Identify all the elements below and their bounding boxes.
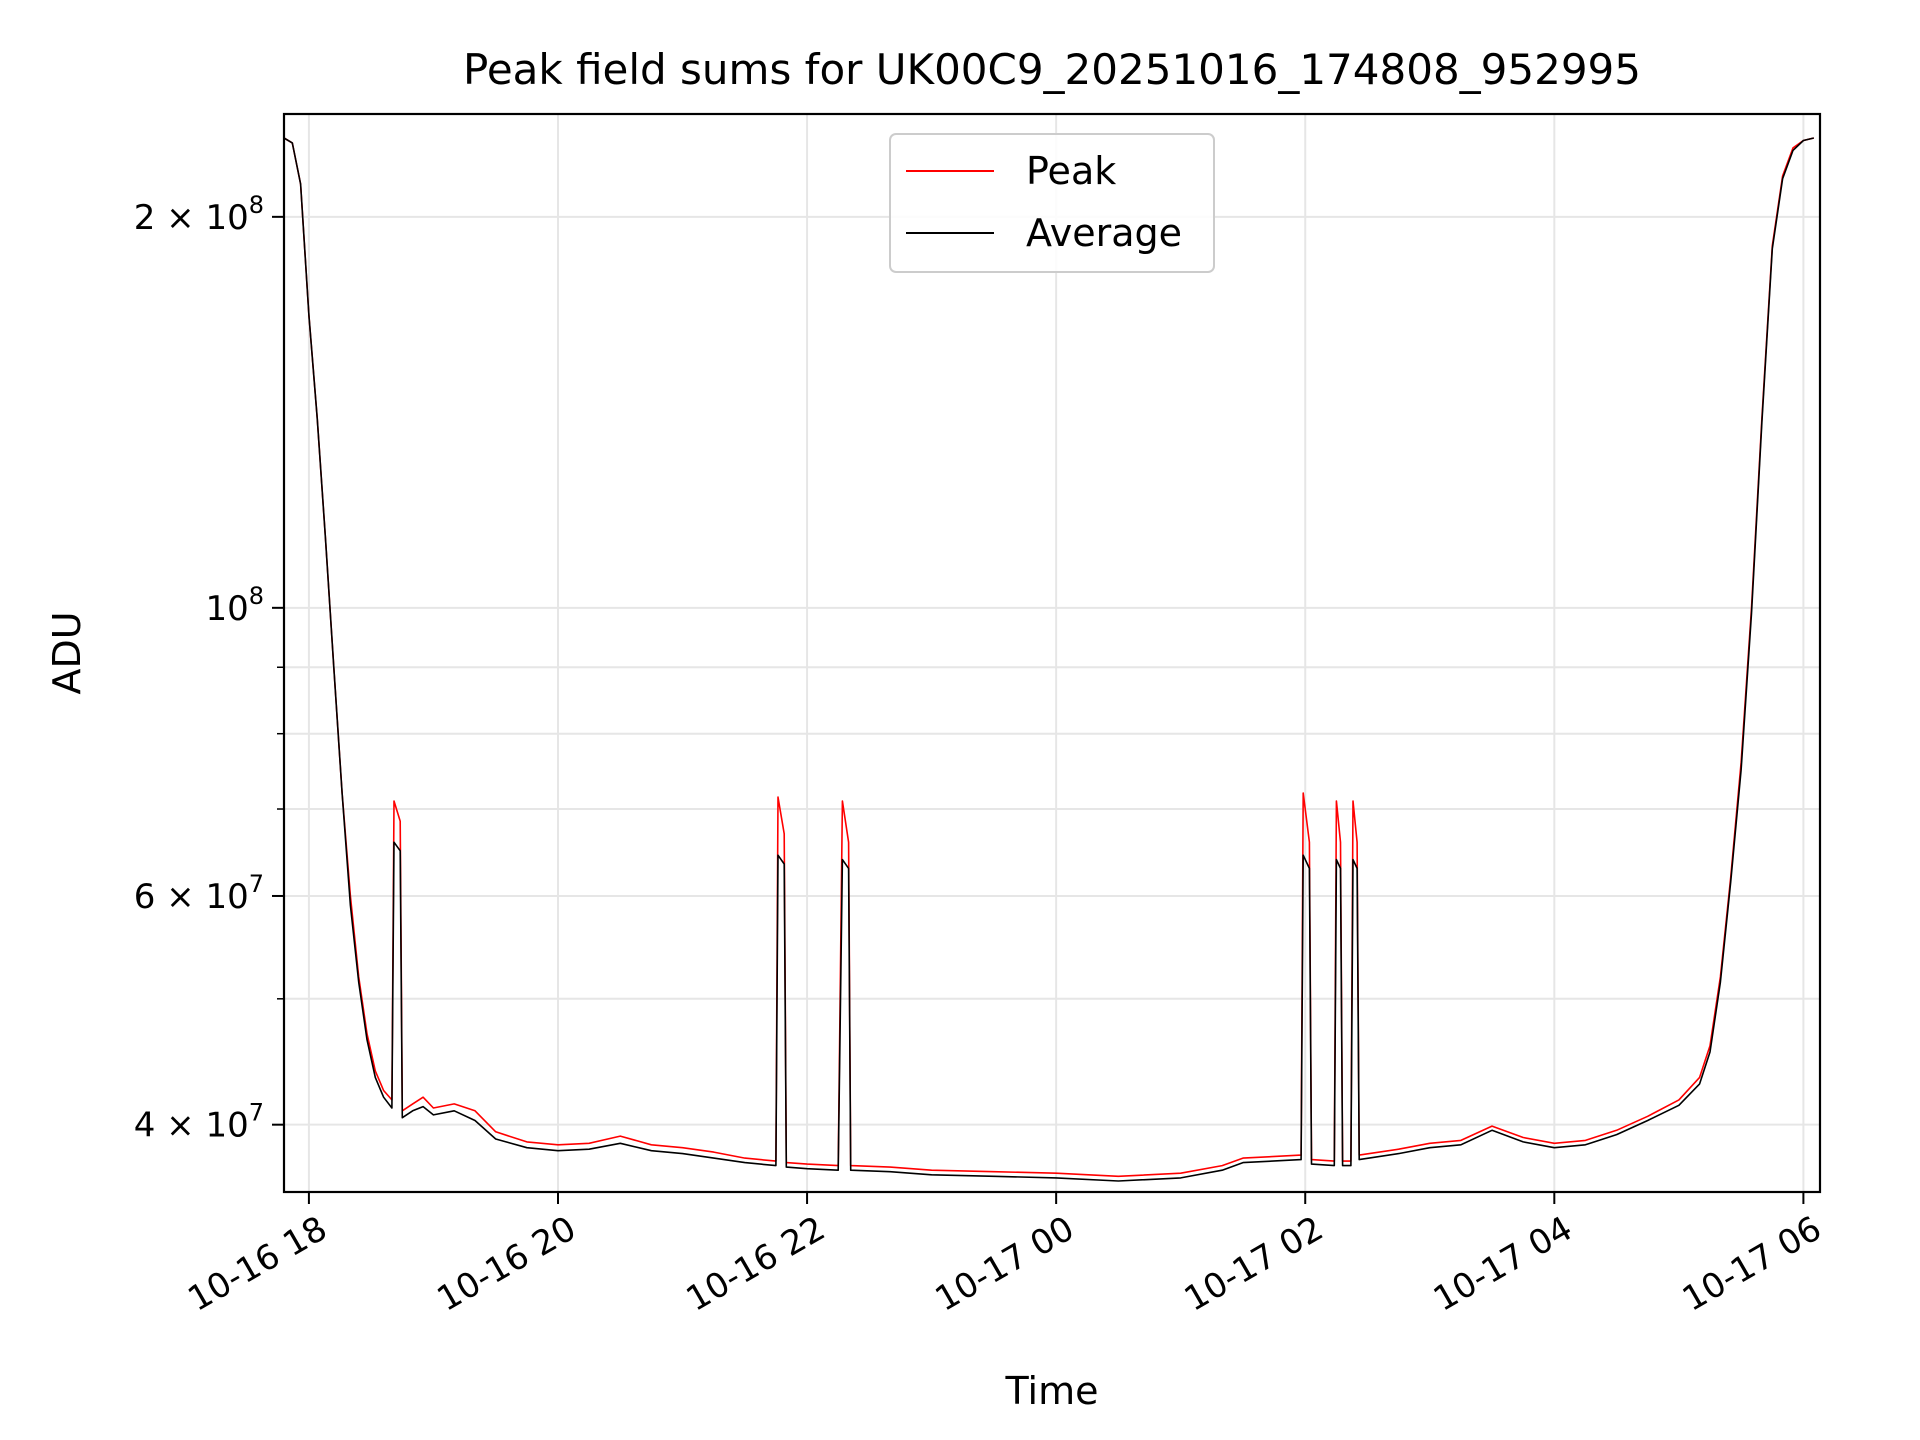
y-tick-label: 2 × 108 xyxy=(134,191,264,238)
x-tick-label: 10-17 06 xyxy=(1676,1209,1828,1320)
legend: Peak Average xyxy=(889,133,1215,273)
x-tick-label: 10-17 02 xyxy=(1178,1209,1330,1320)
chart-title: Peak field sums for UK00C9_20251016_1748… xyxy=(463,45,1641,94)
legend-peak-label: Peak xyxy=(1026,149,1116,193)
x-tick-label: 10-16 18 xyxy=(181,1209,333,1320)
y-tick-label: 6 × 107 xyxy=(134,870,264,917)
x-axis: 10-16 18 10-16 20 10-16 22 10-17 00 10-17 02… xyxy=(181,1192,1828,1320)
series-average-line xyxy=(283,137,1814,1182)
y-tick-label: 108 xyxy=(205,582,264,629)
legend-box xyxy=(889,133,1215,273)
y-axis: 4 × 107 6 × 107 108 2 × 108 xyxy=(134,191,284,1146)
x-tick-label: 10-16 20 xyxy=(430,1209,582,1320)
plot-frame xyxy=(282,112,1822,1194)
x-tick-label: 10-16 22 xyxy=(680,1209,832,1320)
series-layer xyxy=(283,137,1814,1182)
legend-average-label: Average xyxy=(1026,211,1182,255)
x-tick-label: 10-17 04 xyxy=(1427,1209,1579,1320)
x-axis-label: Time xyxy=(1005,1369,1099,1413)
grid-layer xyxy=(284,114,1820,1192)
x-tick-label: 10-17 00 xyxy=(929,1209,1081,1320)
series-peak-line xyxy=(283,137,1814,1178)
y-axis-label: ADU xyxy=(45,611,89,694)
y-tick-label: 4 × 107 xyxy=(134,1099,264,1146)
